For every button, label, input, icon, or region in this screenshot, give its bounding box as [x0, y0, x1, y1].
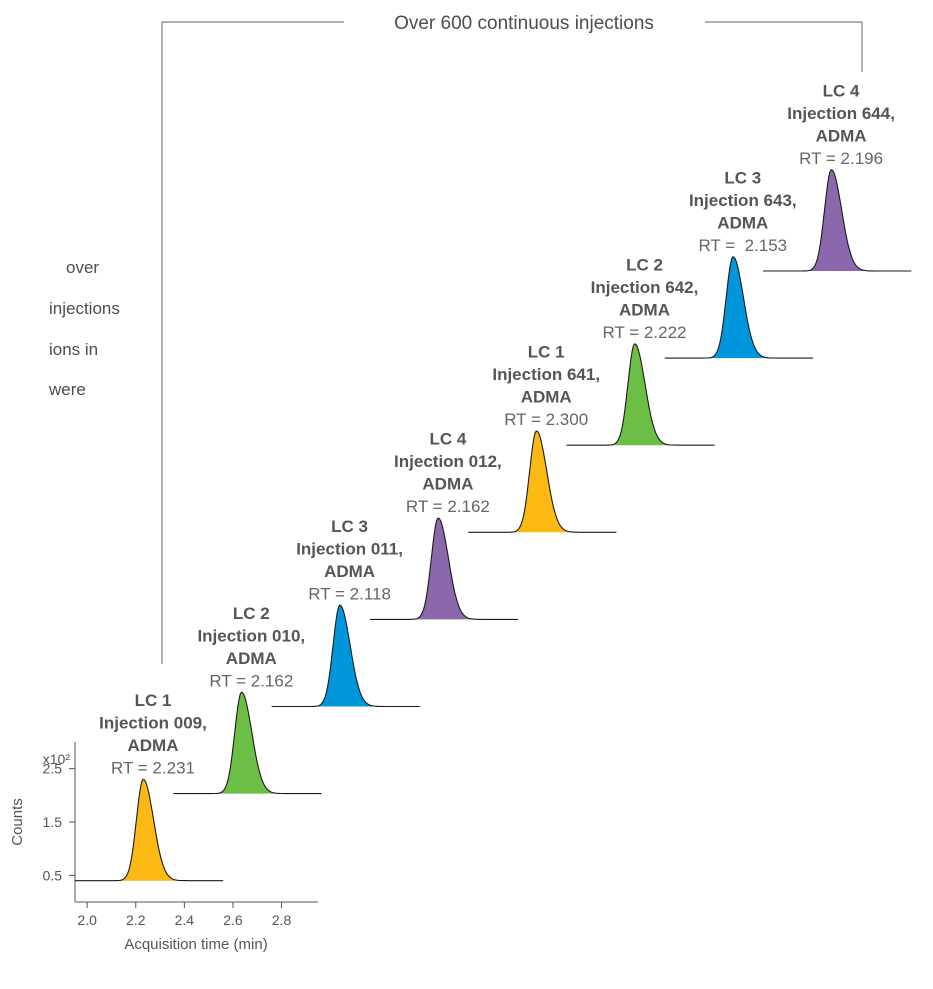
- peak-1-analyte-label: ADMA: [128, 736, 179, 755]
- y-axis-label: Counts: [9, 798, 26, 846]
- peak-fill-7: [664, 256, 813, 359]
- peak-3-lc-label: LC 3: [331, 517, 368, 536]
- peak-labels: LC 1 Injection 009, ADMA RT = 2.231 LC 2 Inje…: [99, 81, 895, 777]
- peak-2-analyte-label: ADMA: [226, 649, 277, 668]
- peak-6-lc-label: LC 2: [626, 256, 663, 275]
- peak-fill-4: [369, 518, 519, 620]
- peak-fill-3: [271, 605, 420, 707]
- x-axis-label: Acquisition time (min): [124, 936, 267, 953]
- peak-5-injection-label: Injection 641,: [492, 365, 600, 384]
- x-tick-label-3: 2.6: [223, 912, 243, 928]
- bracket-line-right: [705, 21, 863, 72]
- x-tick-label-2: 2.4: [175, 912, 195, 928]
- y-tick-label-2: 2.5: [43, 761, 63, 777]
- peak-6-analyte-label: ADMA: [619, 301, 670, 320]
- peak-8-analyte-label: ADMA: [816, 126, 867, 145]
- peak-7-analyte-label: ADMA: [717, 213, 768, 232]
- peak-trace-3: [271, 604, 420, 708]
- peak-fill-8: [763, 169, 912, 271]
- peak-trace-5: [468, 430, 617, 533]
- peak-8-lc-label: LC 4: [823, 81, 860, 100]
- peak-8-injection-label: Injection 644,: [787, 104, 895, 123]
- peak-trace-6: [566, 343, 715, 446]
- peak-fill-5: [468, 431, 617, 533]
- peak-2-rt-label: RT = 2.162: [209, 671, 293, 690]
- peak-7-injection-label: Injection 643,: [689, 191, 797, 210]
- peak-8-rt-label: RT = 2.196: [799, 149, 883, 168]
- peak-6-rt-label: RT = 2.222: [603, 323, 687, 342]
- bracket-label: Over 600 continuous injections: [394, 13, 654, 34]
- y-tick-label-0: 0.5: [43, 867, 63, 883]
- peak-5-lc-label: LC 1: [528, 343, 565, 362]
- peak-4-injection-label: Injection 012,: [394, 452, 502, 471]
- x-tick-label-0: 2.0: [77, 912, 97, 928]
- peak-1-rt-label: RT = 2.231: [111, 759, 195, 778]
- side-text-line-1: over: [66, 258, 100, 277]
- peak-fill-2: [173, 692, 322, 794]
- peak-5-rt-label: RT = 2.300: [504, 410, 588, 429]
- peak-3-injection-label: Injection 011,: [296, 539, 403, 558]
- peak-4-lc-label: LC 4: [429, 430, 466, 449]
- x-tick-label-1: 2.2: [126, 912, 146, 928]
- peak-3-analyte-label: ADMA: [324, 562, 375, 581]
- y-tick-label-1: 1.5: [43, 814, 63, 830]
- peak-6-injection-label: Injection 642,: [591, 278, 699, 297]
- peak-fill-1: [75, 779, 224, 881]
- side-text-line-2: injections: [49, 299, 120, 318]
- peak-fill-6: [566, 343, 715, 446]
- peak-2-lc-label: LC 2: [233, 604, 270, 623]
- peak-1-injection-label: Injection 009,: [99, 714, 207, 733]
- peak-4-rt-label: RT = 2.162: [406, 497, 490, 516]
- bracket-line-left: [161, 21, 344, 664]
- side-text-line-3: ions in: [49, 340, 99, 359]
- peak-trace-8: [763, 169, 912, 272]
- axis-ticks: 2.0 2.2 2.4 2.6 2.8 0.5 1.5 2.5: [43, 761, 292, 928]
- peak-2-injection-label: Injection 010,: [197, 626, 305, 645]
- y-axis-multiplier: x10²: [43, 751, 71, 767]
- peak-trace-1: [75, 778, 224, 882]
- peak-trace-4: [369, 517, 519, 620]
- side-text-line-4: were: [49, 380, 86, 399]
- peak-trace-7: [664, 256, 813, 359]
- peak-3-rt-label: RT = 2.118: [308, 584, 391, 603]
- peak-1-lc-label: LC 1: [135, 691, 172, 710]
- peak-7-lc-label: LC 3: [724, 168, 761, 187]
- peak-5-analyte-label: ADMA: [521, 388, 572, 407]
- peaks: [75, 169, 912, 882]
- x-tick-label-4: 2.8: [272, 912, 292, 928]
- peak-7-rt-label: RT = 2.153: [698, 236, 787, 255]
- peak-trace-2: [173, 691, 322, 795]
- peak-4-analyte-label: ADMA: [422, 475, 473, 494]
